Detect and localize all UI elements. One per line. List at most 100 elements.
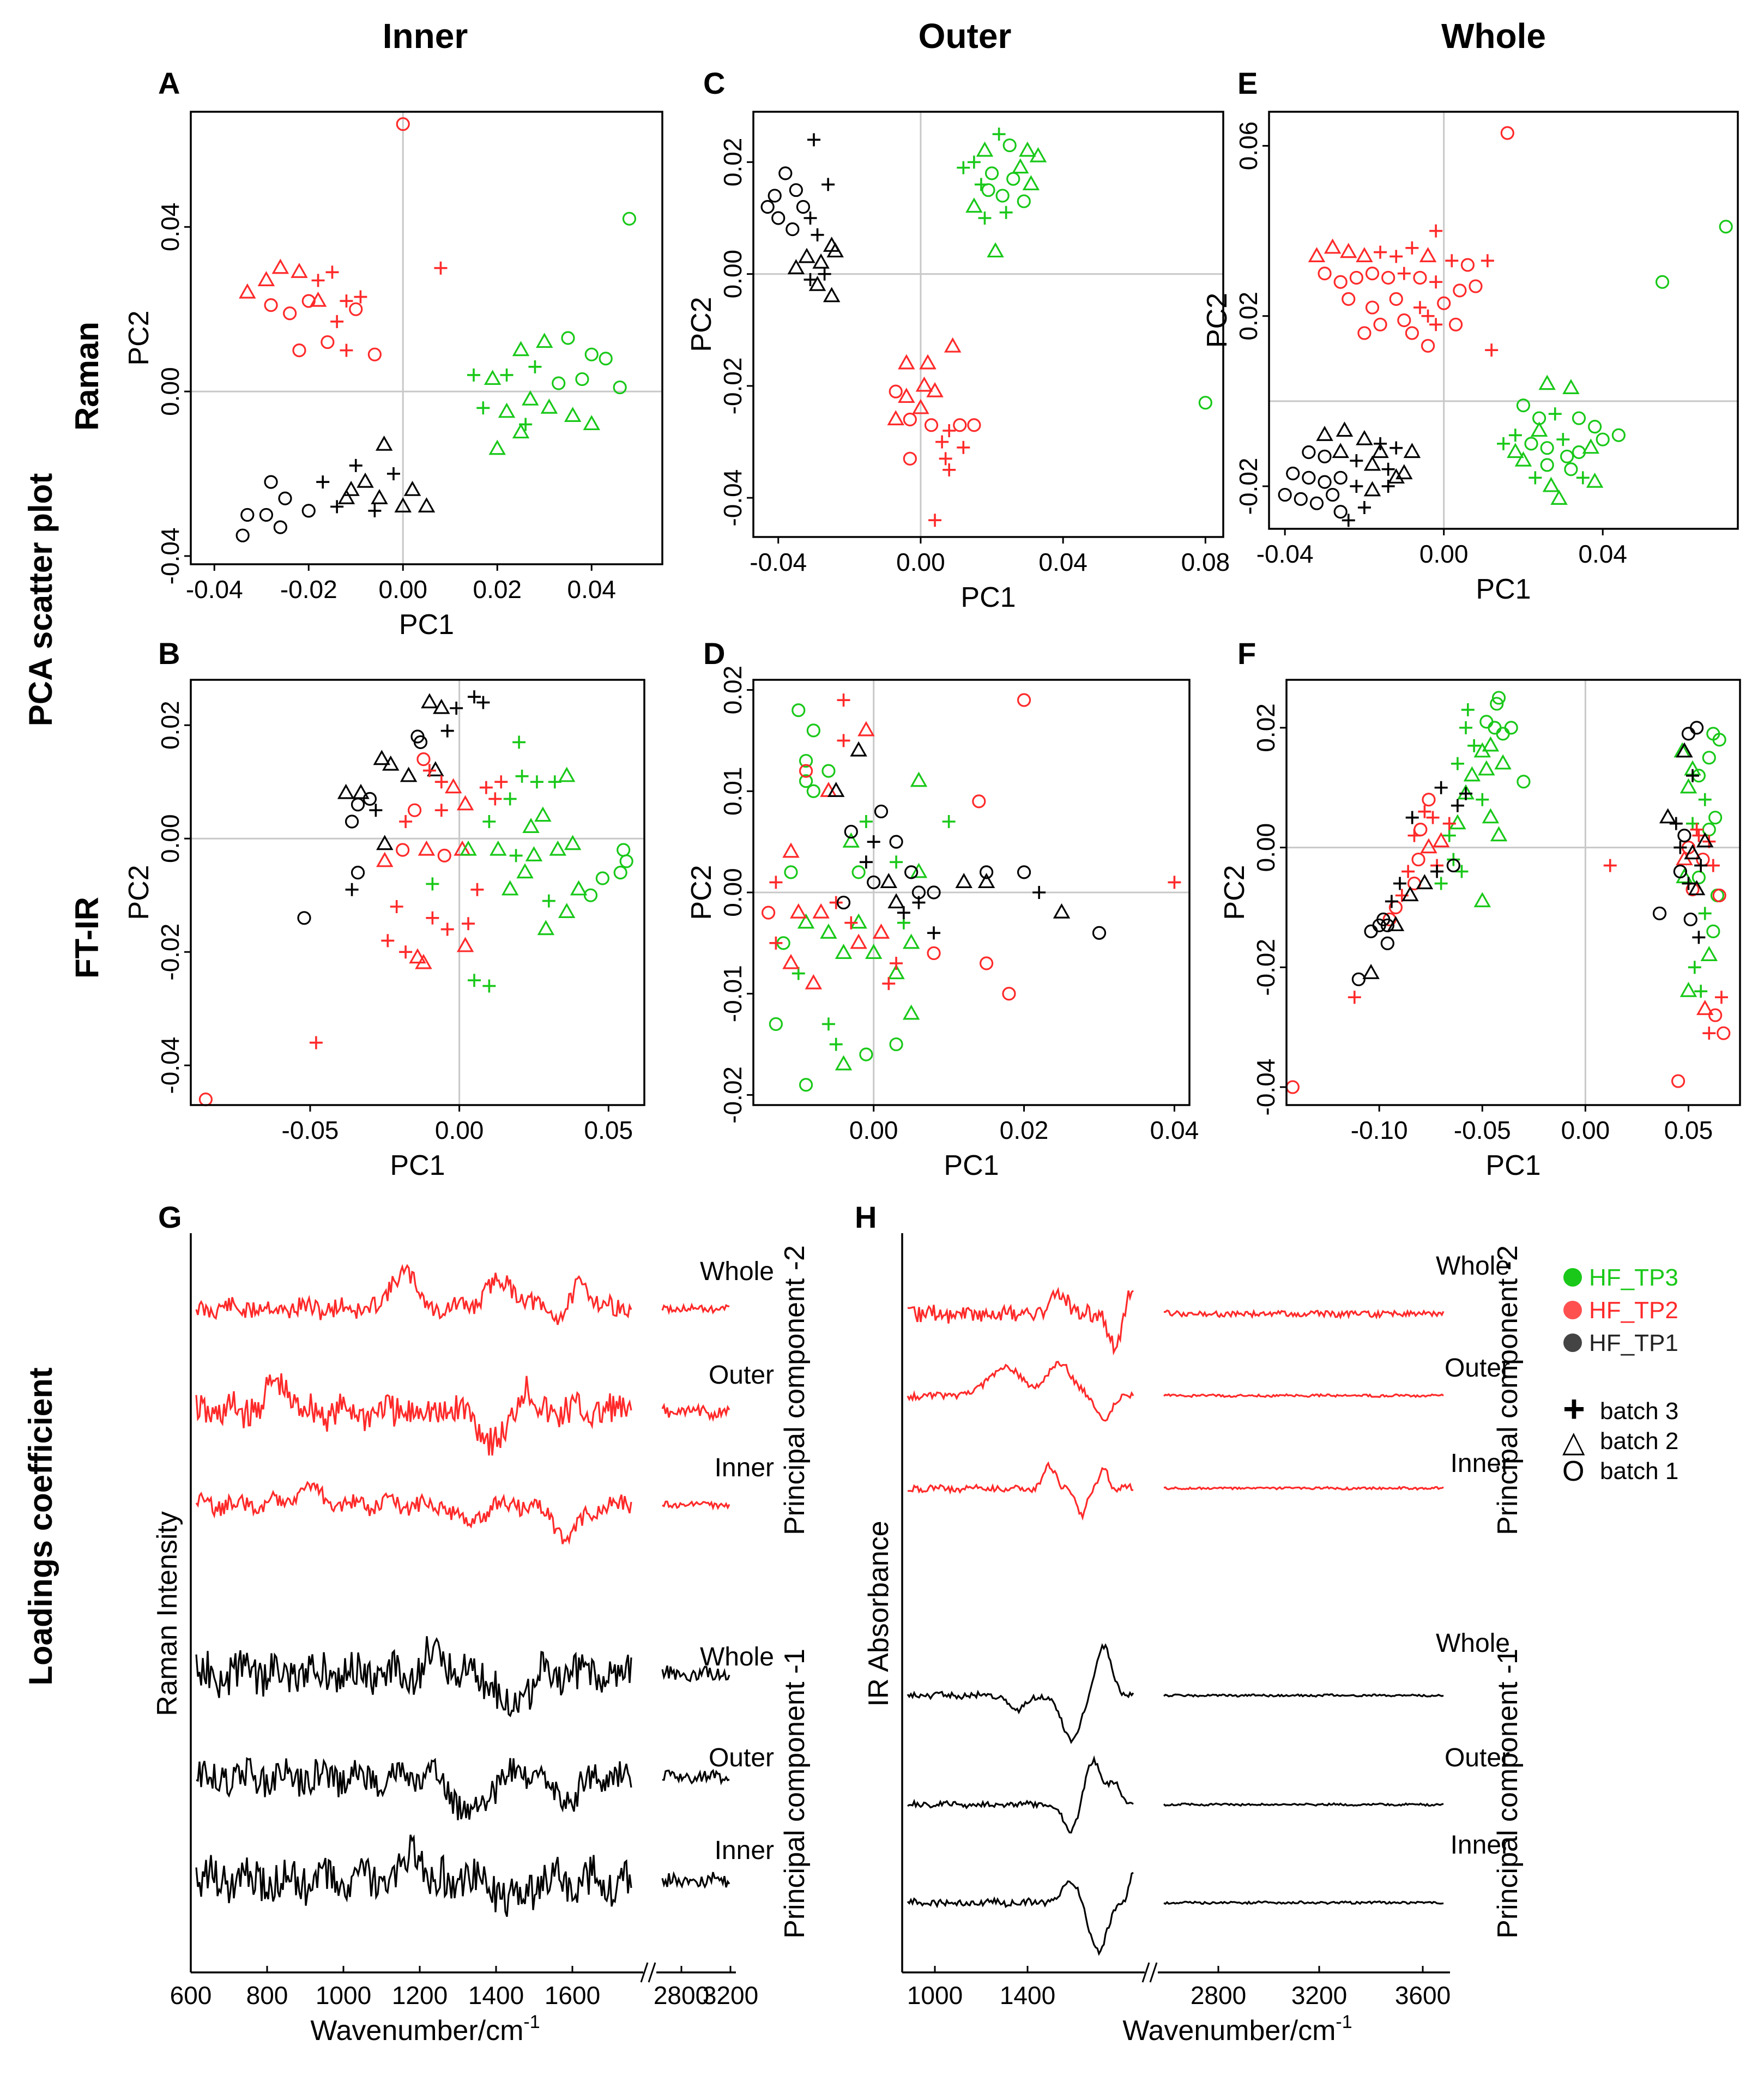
legend-marker-hf-tp1 [1563,1333,1582,1352]
scatter-point [778,166,793,180]
scatter-point [1390,441,1403,455]
y-tick-label: 0.02 [156,701,184,750]
scatter-point [836,895,851,910]
x-tick-label: 0.02 [1000,1116,1049,1144]
scatter-point [1680,982,1697,997]
scatter-point [1403,443,1421,458]
scatter-point [235,528,250,542]
scatter-point [434,804,448,817]
x-tick-label: 1200 [392,1981,448,2009]
scatter-point [811,228,824,242]
scatter-point [889,835,903,849]
scatter-point [1405,811,1419,824]
x-axis-label: PC1 [1476,574,1531,605]
series-hf-tp1 [1278,421,1421,527]
scatter-point [584,347,599,361]
scatter-point [924,418,939,432]
scatter-point [1469,279,1483,293]
scatter-point [865,944,883,959]
scatter-point [1318,267,1332,281]
scatter-point [1488,721,1502,735]
scatter-point [342,480,360,496]
scatter-point [468,974,481,987]
scatter-point [859,1047,873,1061]
scatter-point [394,497,412,512]
scatter-point [399,945,413,959]
series-hf-tp2 [198,752,508,1107]
legend-label-hf-tp1: HF_TP1 [1589,1330,1678,1356]
scatter-point [1473,892,1491,908]
scatter-point [273,520,287,534]
scatter-point [501,880,519,896]
scatter-point [1516,399,1531,413]
scatter-point [953,418,967,432]
scatter-point [784,865,798,879]
scatter-point [278,491,292,505]
scatter-point [351,865,365,880]
spectrum-high-pc2-outer [1163,1393,1444,1398]
scatter-point [368,504,382,517]
scatter-point [1603,859,1617,872]
scatter-point [490,840,507,856]
scatter-point [462,917,475,931]
row-title-raman: Raman [69,322,105,431]
scatter-point [1611,428,1626,442]
scatter-point [376,835,394,850]
scatter-point [987,242,1004,258]
x-tick-label: 800 [246,1981,288,2009]
scatter-point [1053,903,1071,919]
y-tick-label: -0.02 [1252,939,1280,996]
scatter-point [1504,721,1518,735]
series-hf-tp3 [467,212,637,455]
scatter-point [1006,172,1020,186]
scatter-point [357,472,374,488]
scatter-point [910,862,928,878]
scatter-point [264,298,278,312]
scatter-point [337,489,355,504]
scatter-point [1308,247,1326,263]
scatter-point [835,944,853,959]
scatter-point [330,315,344,328]
scatter-point [769,876,783,889]
y-tick-label: -0.02 [156,924,184,981]
spectrum-label: Inner [1451,1831,1510,1860]
scatter-point [549,840,567,856]
scatter-point [944,337,962,353]
y-tick-label: 0.02 [718,138,747,187]
scatter-point [494,775,508,789]
scatter-point [796,200,811,214]
scatter-point [476,401,490,415]
scatter-point [837,734,850,747]
scatter-point [1446,858,1460,873]
scatter-point [1717,1026,1731,1040]
scatter-point [850,913,867,929]
legend-marker-hf-tp3 [1563,1268,1582,1287]
scatter-point [1542,476,1560,492]
column-title-whole: Whole [1441,16,1546,56]
spectrum-label: Inner [715,1453,774,1482]
scatter-point [1405,326,1419,340]
scatter-point [927,926,941,940]
scatter-point [1482,736,1500,752]
legend-label-batch-3: batch 3 [1600,1398,1678,1425]
scatter-point [1556,433,1570,446]
scatter-point [760,200,775,214]
scatter-point [330,500,344,514]
x-tick-label: 1600 [545,1981,600,2009]
scatter-point [890,957,903,970]
scatter-point [426,877,439,891]
scatter-point [321,335,335,349]
y-tick-label: 0.06 [1234,122,1262,171]
legend-symbol-batch1: O [1562,1456,1584,1487]
scatter-point [1524,437,1538,451]
scatter-point [595,871,609,885]
scatter-point [418,840,436,856]
scatter-point [583,415,600,431]
scatter-point [390,900,403,913]
scatter-point [1302,470,1316,485]
scatter-point [1442,817,1456,830]
spectrum-high-pc2-whole [661,1302,730,1315]
y-tick-label: -0.02 [718,1066,747,1124]
scatter-point [804,273,817,286]
scatter-point [1316,426,1333,441]
